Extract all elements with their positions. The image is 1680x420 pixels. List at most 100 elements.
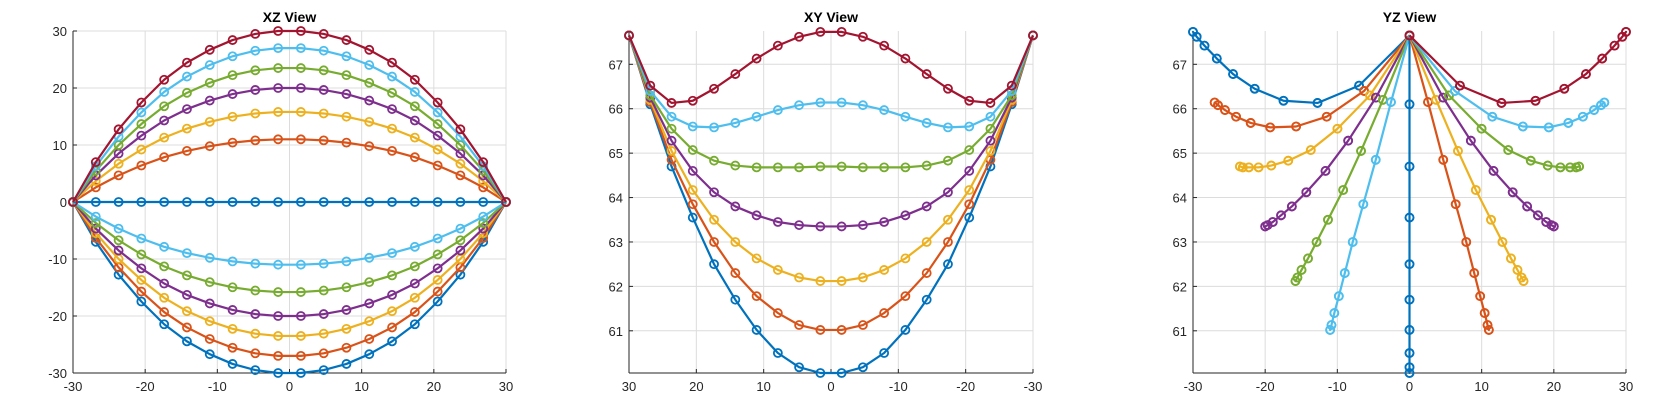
circle-marker-icon [1404, 362, 1415, 373]
circle-marker-icon [1479, 308, 1490, 318]
circle-marker-icon [227, 89, 238, 99]
grid: -30 -20 -10 0 10 20 30 61 62 63 64 65 66 67 [1173, 31, 1633, 394]
circle-marker-icon [478, 223, 489, 234]
circle-marker-icon [136, 144, 147, 155]
circle-marker-icon [136, 119, 147, 129]
circle-marker-icon [387, 71, 397, 82]
circle-marker-icon [409, 241, 420, 252]
circle-marker-icon [364, 77, 375, 88]
circle-marker-icon [1220, 105, 1230, 115]
circle-marker-icon [836, 276, 847, 286]
circle-marker-icon [159, 307, 170, 317]
circle-marker-icon [709, 259, 719, 270]
circle-marker-icon [136, 233, 147, 244]
circle-marker-icon [1339, 268, 1350, 278]
circle-marker-icon [1265, 122, 1276, 133]
xy-view-plot: 30 20 10 0 -10 -20 -30 61 62 63 64 65 66 67 [609, 26, 1042, 394]
circle-marker-icon [1483, 325, 1494, 335]
x-tick-label: 10 [1474, 379, 1488, 394]
y-tick-label: 30 [53, 24, 67, 39]
circle-marker-icon [666, 111, 677, 122]
circle-marker-icon [1253, 162, 1264, 173]
circle-marker-icon [387, 306, 397, 317]
circle-marker-icon [1283, 155, 1294, 166]
circle-marker-icon [1278, 95, 1289, 106]
circle-marker-icon [858, 31, 868, 42]
circle-marker-icon [1487, 111, 1498, 122]
circle-marker-icon [478, 182, 489, 193]
yz-view-panel: YZ View -30 -20 -10 0 10 20 30 61 62 63 64 65 66 67 [1120, 0, 1680, 420]
circle-marker-icon [296, 331, 306, 341]
circle-marker-icon [341, 35, 352, 45]
circle-marker-icon [250, 29, 261, 39]
y-tick-label: 62 [609, 279, 623, 294]
circle-marker-icon [751, 111, 762, 122]
circle-marker-icon [730, 118, 741, 128]
circle-marker-icon [815, 161, 826, 172]
circle-marker-icon [858, 220, 868, 230]
circle-marker-icon [1469, 268, 1480, 278]
data-series [1325, 30, 1415, 335]
circle-marker-icon [409, 307, 420, 317]
circle-marker-icon [409, 292, 420, 303]
circle-marker-icon [1450, 199, 1461, 210]
circle-marker-icon [273, 63, 283, 73]
circle-marker-icon [318, 135, 329, 146]
circle-marker-icon [432, 296, 443, 307]
circle-marker-icon [1006, 80, 1017, 91]
x-tick-label: 0 [286, 379, 293, 394]
circle-marker-icon [364, 298, 375, 309]
data-series [68, 197, 511, 361]
circle-marker-icon [1404, 368, 1415, 378]
circle-marker-icon [318, 197, 329, 207]
circle-marker-icon [921, 118, 932, 128]
data-series [68, 197, 511, 297]
circle-marker-icon [1475, 291, 1486, 302]
x-tick-label: 0 [827, 379, 834, 394]
circle-marker-icon [1555, 162, 1566, 173]
circle-marker-icon [432, 97, 443, 108]
circle-marker-icon [432, 160, 443, 171]
circle-marker-icon [455, 197, 466, 207]
circle-marker-icon [900, 111, 911, 122]
circle-marker-icon [296, 63, 306, 73]
circle-marker-icon [794, 220, 804, 230]
circle-marker-icon [815, 221, 826, 232]
circle-marker-icon [858, 320, 868, 330]
yz-view-plot: -30 -20 -10 0 10 20 30 61 62 63 64 65 66 67 [1173, 26, 1633, 394]
circle-marker-icon [341, 111, 352, 122]
circle-marker-icon [687, 95, 698, 106]
circle-marker-icon [687, 199, 698, 210]
circle-marker-icon [227, 51, 238, 62]
circle-marker-icon [772, 308, 783, 318]
circle-marker-icon [1321, 111, 1332, 122]
circle-marker-icon [204, 349, 215, 360]
circle-marker-icon [432, 197, 443, 207]
circle-marker-icon [159, 292, 170, 303]
circle-marker-icon [273, 311, 283, 321]
circle-marker-icon [409, 319, 420, 330]
circle-marker-icon [90, 157, 101, 168]
x-tick-label: 20 [427, 379, 441, 394]
circle-marker-icon [409, 278, 420, 289]
circle-marker-icon [1028, 30, 1038, 41]
circle-marker-icon [318, 29, 329, 39]
circle-marker-icon [1438, 154, 1449, 165]
circle-marker-icon [1455, 80, 1465, 91]
y-tick-label: 67 [1173, 57, 1187, 72]
circle-marker-icon [751, 291, 762, 302]
x-tick-label: 10 [354, 379, 368, 394]
circle-marker-icon [709, 83, 719, 94]
circle-marker-icon [68, 197, 78, 207]
circle-marker-icon [666, 146, 677, 156]
circle-marker-icon [227, 137, 238, 148]
circle-marker-icon [159, 115, 170, 126]
circle-marker-icon [1237, 162, 1248, 173]
circle-marker-icon [964, 166, 975, 176]
circle-marker-icon [296, 83, 306, 93]
circle-marker-icon [1518, 121, 1528, 132]
circle-marker-icon [273, 287, 283, 297]
circle-marker-icon [836, 161, 847, 172]
circle-marker-icon [900, 53, 911, 64]
circle-marker-icon [341, 342, 352, 353]
